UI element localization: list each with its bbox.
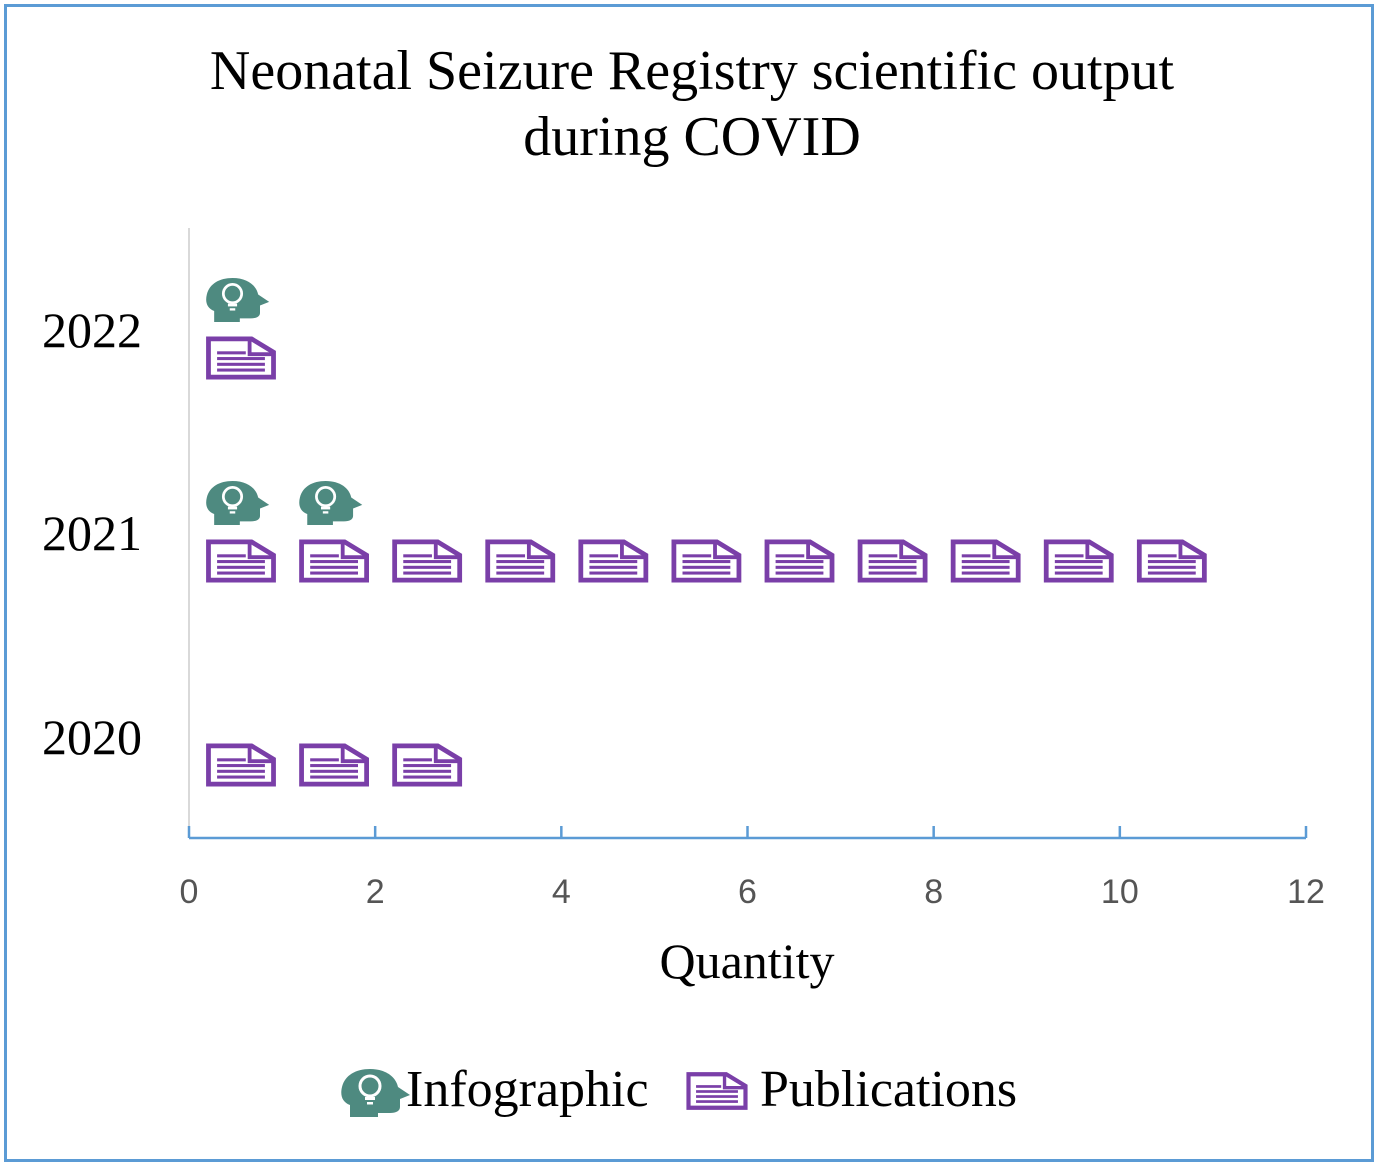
publications-mark-2021-5 bbox=[581, 542, 646, 580]
legend-item-infographic: Infographic bbox=[341, 1061, 649, 1118]
publications-mark-2021-11 bbox=[1139, 542, 1204, 580]
x-axis: 0 2 4 6 8 10 12 bbox=[180, 826, 1325, 911]
head-lightbulb-icon bbox=[341, 1069, 410, 1117]
x-tick-label-6: 6 bbox=[738, 873, 757, 911]
publications-mark-2021-9 bbox=[953, 542, 1018, 580]
publications-mark-2022-1 bbox=[208, 339, 273, 377]
y-tick-label-2020: 2020 bbox=[42, 709, 142, 765]
publications-mark-2021-4 bbox=[488, 542, 553, 580]
x-tick-group: 0 2 4 6 8 10 12 bbox=[180, 826, 1325, 911]
infographic-mark-2021-1 bbox=[205, 481, 271, 525]
legend: Infographic Publications bbox=[341, 1061, 1017, 1118]
document-icon bbox=[689, 1074, 746, 1108]
chart-frame bbox=[4, 4, 1374, 1162]
publications-mark-2021-3 bbox=[395, 542, 460, 580]
y-tick-labels: 2020 2021 2022 bbox=[42, 302, 142, 765]
x-tick-label-2: 2 bbox=[366, 873, 385, 911]
x-tick-label-10: 10 bbox=[1101, 873, 1139, 911]
publications-mark-2021-8 bbox=[860, 542, 925, 580]
publications-mark-2021-10 bbox=[1046, 542, 1111, 580]
x-tick-label-12: 12 bbox=[1287, 873, 1325, 911]
chart-title: Neonatal Seizure Registry scientific out… bbox=[0, 38, 1384, 170]
legend-label-publications: Publications bbox=[760, 1061, 1017, 1118]
publications-mark-2020-1 bbox=[208, 746, 273, 784]
x-tick-label-8: 8 bbox=[924, 873, 943, 911]
infographic-mark-2021-2 bbox=[298, 481, 364, 525]
legend-label-infographic: Infographic bbox=[406, 1061, 649, 1118]
publications-mark-2021-2 bbox=[302, 542, 367, 580]
publications-mark-2021-7 bbox=[767, 542, 832, 580]
publications-mark-2021-1 bbox=[208, 542, 273, 580]
chart-title-line-1: Neonatal Seizure Registry scientific out… bbox=[209, 40, 1175, 102]
chart-title-line-2: during COVID bbox=[523, 106, 861, 168]
publications-mark-2020-3 bbox=[395, 746, 460, 784]
publications-mark-2021-6 bbox=[674, 542, 739, 580]
y-tick-label-2021: 2021 bbox=[42, 505, 142, 561]
infographic-mark-2022-1 bbox=[205, 278, 271, 322]
y-tick-label-2022: 2022 bbox=[42, 302, 142, 358]
legend-item-publications: Publications bbox=[689, 1061, 1017, 1118]
publications-mark-2020-2 bbox=[302, 746, 367, 784]
pictograph-marks bbox=[205, 278, 1204, 784]
x-axis-label: Quantity bbox=[660, 933, 835, 989]
x-tick-label-4: 4 bbox=[552, 873, 571, 911]
x-tick-label-0: 0 bbox=[180, 873, 199, 911]
